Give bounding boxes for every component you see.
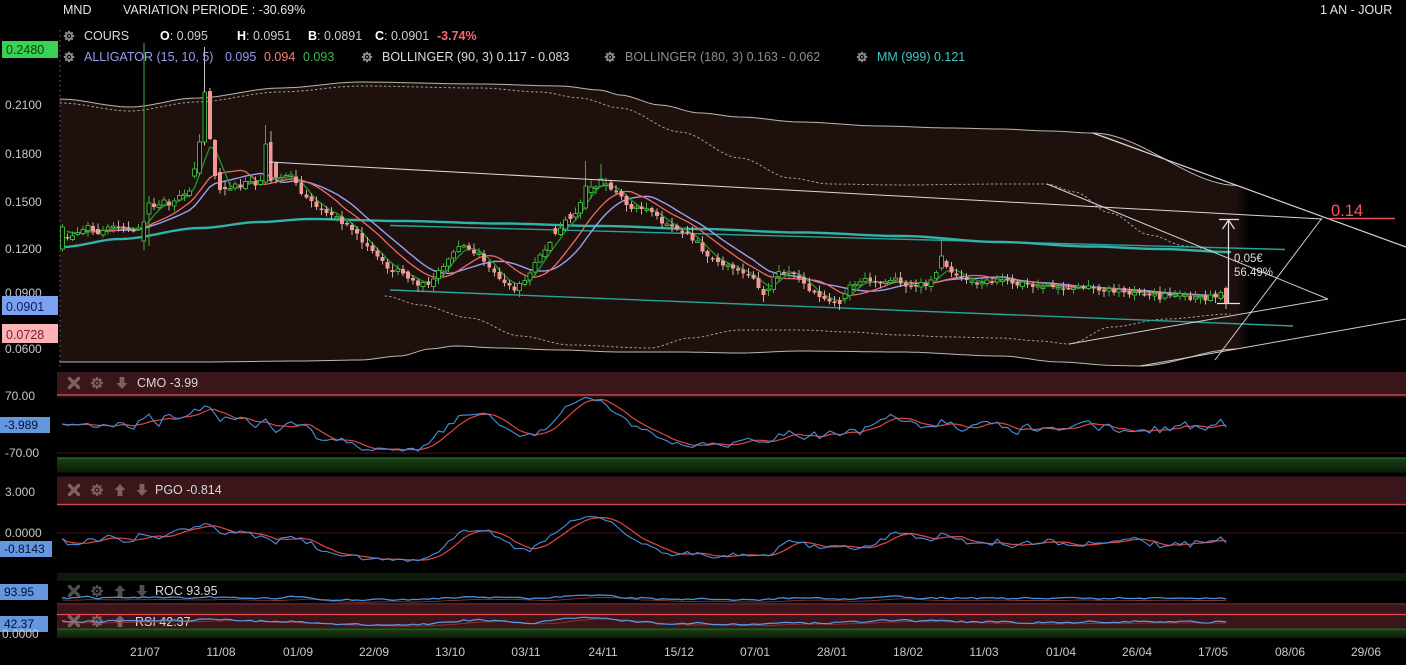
- svg-text:0.2480: 0.2480: [6, 43, 44, 57]
- svg-text:0.0000: 0.0000: [2, 627, 39, 641]
- svg-text:18/02: 18/02: [893, 645, 923, 659]
- svg-text:3.000: 3.000: [5, 485, 35, 499]
- svg-text:0.1500: 0.1500: [5, 195, 42, 209]
- svg-text:26/04: 26/04: [1122, 645, 1152, 659]
- svg-text:56.49%: 56.49%: [1234, 267, 1273, 279]
- svg-text:0.0728: 0.0728: [6, 328, 44, 342]
- svg-text:24/11: 24/11: [588, 645, 617, 659]
- svg-text:0.0000: 0.0000: [5, 526, 42, 540]
- svg-text:0.093: 0.093: [303, 50, 334, 64]
- svg-text:BOLLINGER (180, 3) 0.163 - 0.: BOLLINGER (180, 3) 0.163 - 0.062: [625, 50, 820, 64]
- svg-text:H: 0.0951: H: 0.0951: [237, 29, 291, 43]
- svg-text:MM (999) 0.121: MM (999) 0.121: [877, 50, 965, 64]
- svg-text:-3.989: -3.989: [4, 418, 38, 432]
- svg-text:07/01: 07/01: [740, 645, 770, 659]
- svg-text:11/08: 11/08: [206, 645, 235, 659]
- svg-text:13/10: 13/10: [435, 645, 465, 659]
- svg-text:1 AN - JOUR: 1 AN - JOUR: [1320, 3, 1392, 17]
- svg-text:-0.8143: -0.8143: [4, 542, 45, 556]
- svg-text:03/11: 03/11: [511, 645, 540, 659]
- svg-text:22/09: 22/09: [359, 645, 389, 659]
- svg-text:0.14: 0.14: [1331, 202, 1363, 220]
- svg-text:COURS: COURS: [84, 29, 129, 43]
- svg-text:17/05: 17/05: [1198, 645, 1228, 659]
- svg-text:0.2100: 0.2100: [5, 98, 42, 112]
- svg-text:0.05€: 0.05€: [1234, 253, 1263, 265]
- svg-text:28/01: 28/01: [817, 645, 847, 659]
- svg-text:ROC 93.95: ROC 93.95: [155, 584, 218, 598]
- svg-text:-3.74%: -3.74%: [437, 29, 477, 43]
- svg-text:11/03: 11/03: [969, 645, 998, 659]
- svg-text:21/07: 21/07: [130, 645, 160, 659]
- svg-text:C: 0.0901: C: 0.0901: [375, 29, 429, 43]
- svg-text:PGO -0.814: PGO -0.814: [155, 483, 222, 497]
- svg-text:15/12: 15/12: [664, 645, 694, 659]
- svg-text:MND: MND: [63, 3, 91, 17]
- svg-text:08/06: 08/06: [1275, 645, 1305, 659]
- svg-text:0.094: 0.094: [264, 50, 295, 64]
- svg-text:-70.00: -70.00: [5, 446, 39, 460]
- svg-text:B: 0.0891: B: 0.0891: [308, 29, 362, 43]
- svg-text:42.37: 42.37: [4, 617, 34, 631]
- svg-text:O: 0.095: O: 0.095: [160, 29, 208, 43]
- svg-text:0.1800: 0.1800: [5, 147, 42, 161]
- svg-text:29/06: 29/06: [1351, 645, 1381, 659]
- svg-text:BOLLINGER (90, 3) 0.117 - 0.0: BOLLINGER (90, 3) 0.117 - 0.083: [382, 50, 569, 64]
- svg-text:0.0600: 0.0600: [5, 342, 42, 356]
- svg-text:01/04: 01/04: [1046, 645, 1076, 659]
- svg-text:CMO -3.99: CMO -3.99: [137, 376, 198, 390]
- svg-text:01/09: 01/09: [283, 645, 313, 659]
- svg-text:0.0901: 0.0901: [6, 300, 44, 314]
- svg-text:70.00: 70.00: [5, 389, 35, 403]
- svg-text:0.1200: 0.1200: [5, 242, 42, 256]
- svg-text:93.95: 93.95: [4, 585, 34, 599]
- svg-text:0.095: 0.095: [225, 50, 256, 64]
- svg-text:ALLIGATOR (15, 10, 5): ALLIGATOR (15, 10, 5): [84, 50, 213, 64]
- svg-text:VARIATION PERIODE : -30.69%: VARIATION PERIODE : -30.69%: [123, 3, 305, 17]
